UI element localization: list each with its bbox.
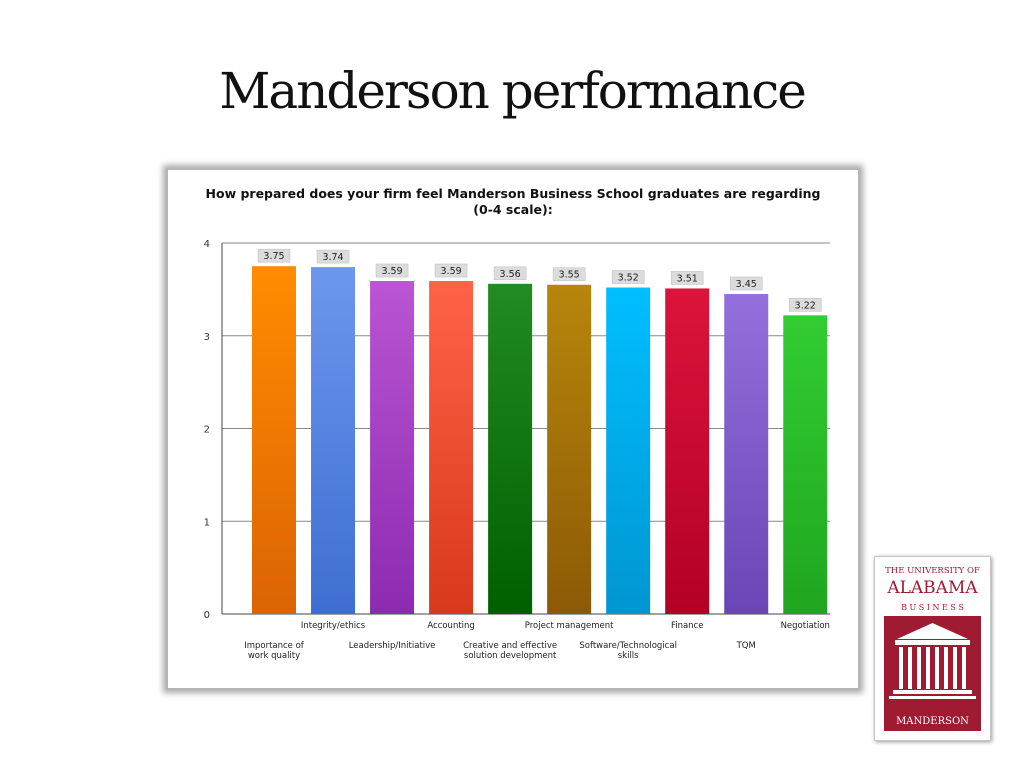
x-tick-label: Software/Technological [579,641,677,651]
x-tick-label: Finance [671,621,704,631]
value-labels: 3.75 3.74 3.59 3.59 3.56 3.55 3.52 3.51 3.45 3.22 [257,248,822,312]
bar [547,284,592,614]
data-label: 3.22 [795,300,816,311]
data-label-box [552,267,586,282]
bar [488,283,533,614]
bar [665,288,710,614]
bar [252,266,296,614]
logo-line-4: MANDERSON [896,716,969,727]
data-label-box [493,266,527,281]
bar [606,287,651,614]
x-tick-label: Accounting [427,621,474,631]
data-label-box [434,263,468,278]
bar [429,281,474,614]
x-tick-label: Creative and effective [463,641,557,651]
logo-line-2: ALABAMA [886,578,978,598]
data-label-box [316,249,350,264]
x-tick-label: Negotiation [781,621,830,631]
data-label-box [375,263,409,278]
columns-building-icon [889,623,976,699]
y-tick-label: 2 [204,425,210,436]
bar [783,315,828,614]
y-tick-label: 0 [204,610,210,621]
x-tick-label: Leadership/Initiative [349,641,436,651]
data-label: 3.56 [500,269,521,280]
university-logo: THE UNIVERSITY OF ALABAMA B U S I N E S … [874,556,991,741]
data-label: 3.52 [618,273,639,284]
bar [370,281,415,614]
x-tick-label: Integrity/ethics [301,621,366,631]
data-label: 3.59 [381,266,402,277]
chart-title: How prepared does your firm feel Manders… [168,186,858,218]
data-label-box [788,298,822,312]
data-label-box [611,270,645,284]
x-tick-label: skills [618,651,639,661]
data-label: 3.55 [559,270,580,281]
data-label-box [257,248,291,263]
chart-title-line-1: How prepared does your firm feel Manders… [205,186,821,201]
x-tick-label: Project management [525,621,614,631]
y-tick-label: 3 [204,332,210,343]
data-label: 3.45 [736,279,757,290]
y-tick-label: 1 [204,517,210,528]
logo-line-1: THE UNIVERSITY OF [885,566,980,576]
data-label: 3.51 [677,273,698,284]
chart-frame: How prepared does your firm feel Manders… [166,168,860,690]
x-tick-label: Importance of [244,641,305,651]
bar [724,294,769,614]
x-tick-label: TQM [736,641,756,651]
bars [252,266,828,614]
data-label: 3.74 [322,252,343,263]
data-label: 3.59 [441,266,462,277]
slide-title: Manderson performance [219,62,807,120]
data-label-box [729,276,763,291]
data-label: 3.75 [263,251,284,262]
bar-chart: 3.75 3.74 3.59 3.59 3.56 3.55 3.52 3.51 3.45 3.22… [204,239,830,661]
logo-line-3: B U S I N E S S [901,603,964,612]
bar [311,267,356,614]
data-label-box [670,271,704,285]
x-tick-label: work quality [248,651,300,661]
y-tick-label: 4 [204,239,210,250]
x-tick-label: solution development [464,651,557,661]
chart-title-line-2: (0-4 scale): [473,202,553,217]
